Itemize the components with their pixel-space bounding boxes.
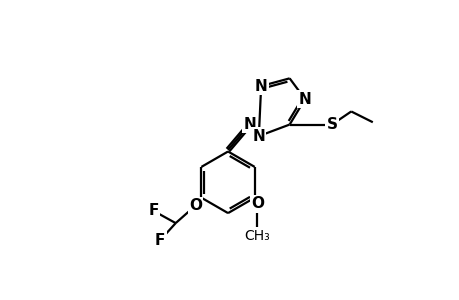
Text: F: F	[148, 203, 158, 218]
Text: N: N	[252, 129, 265, 144]
Text: F: F	[155, 232, 165, 247]
Text: CH₃: CH₃	[244, 229, 269, 242]
Text: O: O	[189, 198, 202, 213]
Text: N: N	[298, 92, 311, 106]
Text: S: S	[326, 117, 337, 132]
Text: O: O	[250, 196, 263, 211]
Text: N: N	[243, 117, 255, 132]
Text: N: N	[254, 79, 267, 94]
